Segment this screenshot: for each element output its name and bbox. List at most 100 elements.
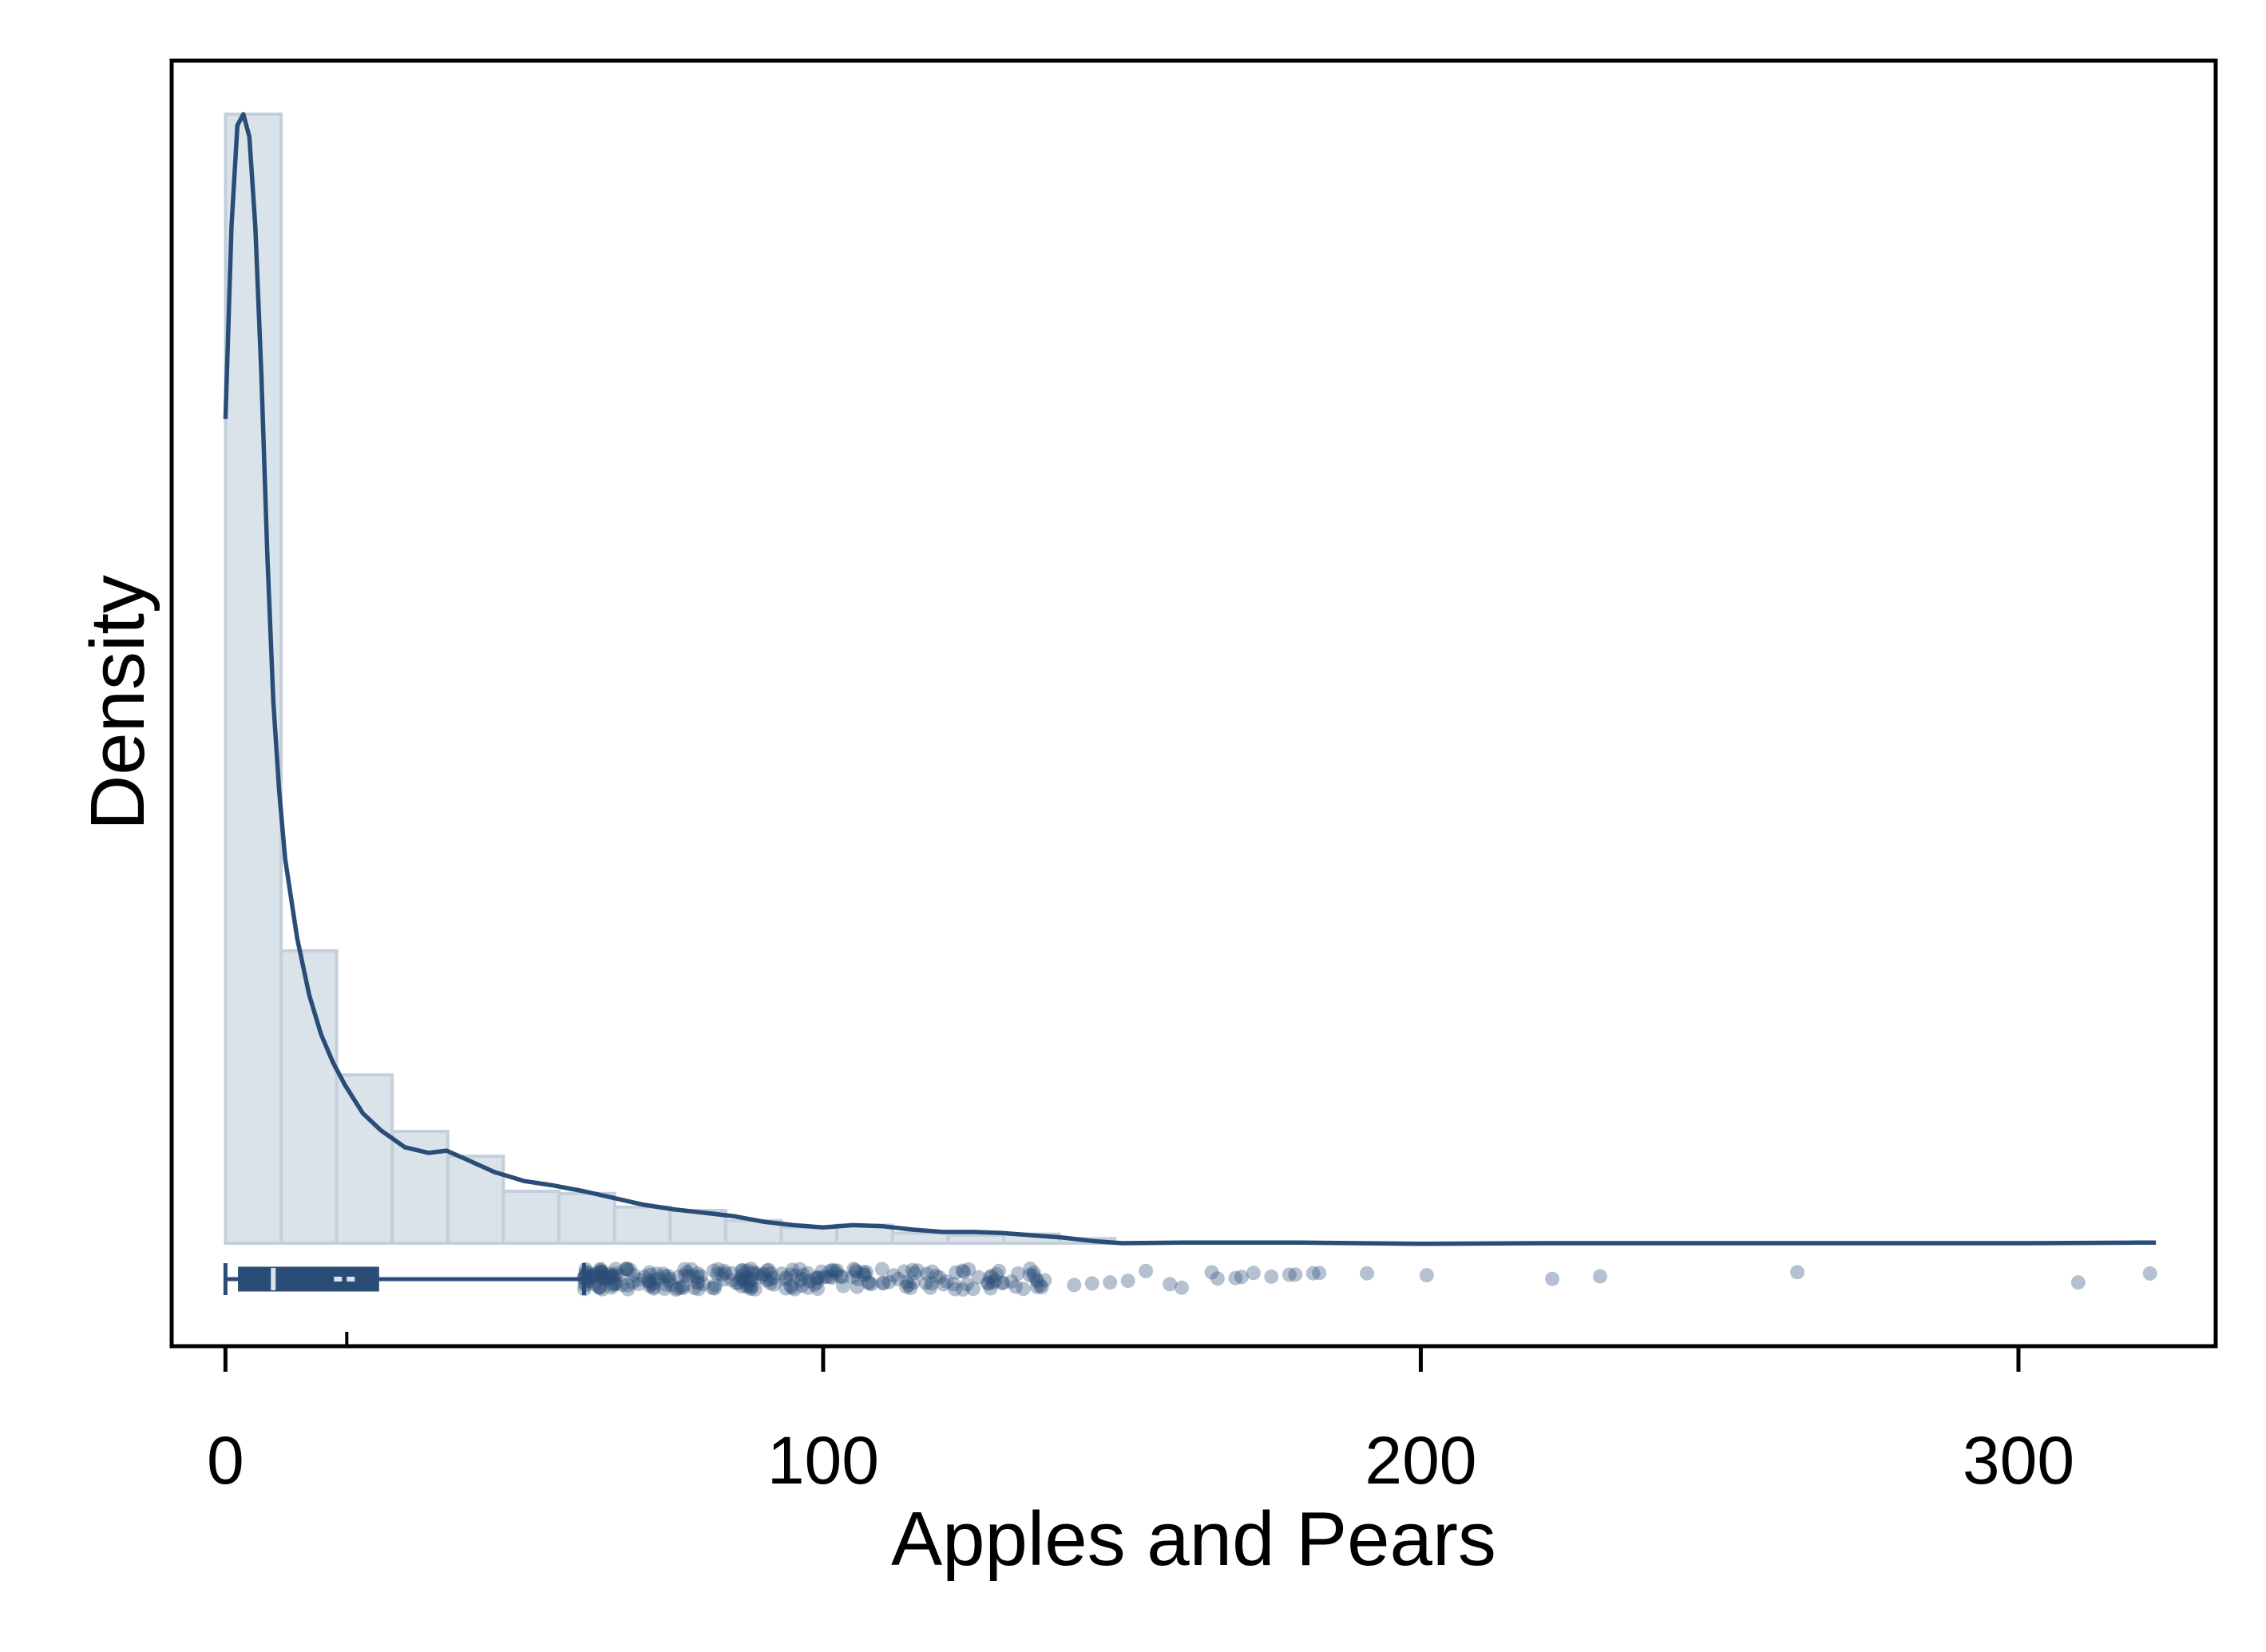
outlier-point bbox=[783, 1267, 798, 1282]
outlier-point bbox=[594, 1265, 608, 1280]
x-axis-label: Apples and Pears bbox=[891, 1496, 1496, 1582]
outlier-point bbox=[846, 1262, 862, 1277]
outlier-point bbox=[932, 1270, 947, 1285]
outlier-point bbox=[1037, 1273, 1052, 1288]
outlier-point bbox=[859, 1265, 874, 1280]
outlier-point bbox=[687, 1281, 702, 1296]
outlier-point bbox=[693, 1269, 708, 1284]
outlier-point bbox=[774, 1266, 789, 1282]
outlier-point bbox=[955, 1263, 970, 1278]
outlier-point bbox=[643, 1267, 657, 1282]
outlier-point bbox=[724, 1273, 739, 1288]
outlier-point bbox=[1210, 1271, 1225, 1286]
outlier-point bbox=[646, 1276, 661, 1291]
x-tick-label: 300 bbox=[1963, 1423, 2074, 1498]
outlier-point bbox=[656, 1266, 671, 1282]
outlier-point bbox=[675, 1281, 691, 1295]
outlier-point bbox=[1026, 1265, 1041, 1280]
outlier-point bbox=[578, 1262, 593, 1277]
outlier-point bbox=[756, 1266, 771, 1282]
outlier-point bbox=[1305, 1266, 1321, 1281]
outlier-point bbox=[1010, 1266, 1025, 1281]
outlier-point bbox=[679, 1265, 695, 1280]
outlier-point bbox=[600, 1271, 615, 1286]
outlier-point bbox=[1034, 1280, 1049, 1295]
outlier-point bbox=[598, 1270, 613, 1285]
outlier-point bbox=[648, 1272, 662, 1287]
outlier-point bbox=[607, 1268, 622, 1283]
outlier-point bbox=[690, 1270, 705, 1285]
outlier-point bbox=[658, 1277, 673, 1292]
outlier-point bbox=[734, 1271, 749, 1286]
outlier-point bbox=[845, 1270, 860, 1285]
outlier-points bbox=[576, 1262, 2157, 1297]
outlier-point bbox=[604, 1268, 620, 1283]
outlier-point bbox=[925, 1264, 940, 1279]
outlier-point bbox=[960, 1277, 975, 1292]
outlier-point bbox=[807, 1278, 822, 1292]
outlier-point bbox=[814, 1264, 829, 1279]
outlier-point bbox=[827, 1263, 842, 1278]
outlier-point bbox=[796, 1267, 811, 1282]
outlier-point bbox=[595, 1267, 610, 1282]
outlier-point bbox=[668, 1282, 683, 1297]
outlier-point bbox=[1264, 1269, 1279, 1284]
outlier-point bbox=[874, 1262, 889, 1277]
outlier-point bbox=[604, 1270, 619, 1286]
outlier-point bbox=[578, 1266, 593, 1282]
outlier-point bbox=[830, 1263, 845, 1278]
outlier-point bbox=[731, 1275, 746, 1290]
histogram-bar-11 bbox=[779, 1226, 839, 1245]
outlier-point bbox=[592, 1281, 608, 1296]
outlier-point bbox=[690, 1274, 705, 1290]
outlier-point bbox=[691, 1276, 705, 1291]
outlier-point bbox=[825, 1262, 840, 1278]
outlier-point bbox=[657, 1269, 672, 1284]
outlier-point bbox=[724, 1266, 739, 1281]
outlier-point bbox=[605, 1278, 620, 1293]
outlier-point bbox=[809, 1275, 824, 1290]
outlier-point bbox=[580, 1265, 595, 1279]
outlier-point bbox=[1204, 1265, 1219, 1280]
outlier-point bbox=[739, 1279, 755, 1294]
outlier-point bbox=[992, 1263, 1007, 1278]
outlier-point bbox=[620, 1262, 635, 1277]
outlier-point bbox=[644, 1277, 659, 1292]
outlier-point bbox=[1790, 1265, 1804, 1280]
outlier-point bbox=[983, 1281, 998, 1296]
outlier-point bbox=[737, 1266, 752, 1281]
outlier-point bbox=[695, 1277, 711, 1292]
outlier-point bbox=[861, 1274, 876, 1290]
outlier-point bbox=[767, 1277, 782, 1292]
outlier-point bbox=[743, 1282, 759, 1297]
outlier-point bbox=[946, 1277, 961, 1292]
outlier-point bbox=[822, 1264, 838, 1279]
outlier-point bbox=[957, 1264, 972, 1279]
outlier-point bbox=[759, 1263, 774, 1278]
outlier-point bbox=[956, 1282, 970, 1297]
outlier-point bbox=[836, 1278, 850, 1293]
outlier-point bbox=[1026, 1268, 1041, 1283]
outlier-point bbox=[897, 1264, 912, 1279]
outlier-point bbox=[746, 1265, 761, 1280]
outlier-point bbox=[623, 1262, 637, 1278]
outlier-point bbox=[1312, 1266, 1327, 1281]
outlier-point bbox=[795, 1271, 810, 1286]
outlier-point bbox=[593, 1262, 608, 1278]
histogram-bar-5 bbox=[446, 1155, 505, 1245]
outlier-point bbox=[1022, 1267, 1037, 1282]
outlier-point bbox=[710, 1266, 725, 1282]
outlier-point bbox=[714, 1267, 729, 1282]
outlier-point bbox=[980, 1276, 996, 1291]
outlier-point bbox=[585, 1269, 600, 1284]
outlier-point bbox=[850, 1272, 866, 1286]
outlier-point bbox=[636, 1270, 652, 1285]
outlier-point bbox=[1234, 1270, 1249, 1285]
outlier-point bbox=[652, 1271, 667, 1286]
outlier-point bbox=[910, 1263, 925, 1278]
outlier-point bbox=[1029, 1279, 1044, 1294]
outlier-point bbox=[1175, 1280, 1189, 1295]
outlier-point bbox=[929, 1268, 944, 1283]
outlier-point bbox=[1084, 1276, 1099, 1291]
outlier-point bbox=[759, 1273, 774, 1288]
